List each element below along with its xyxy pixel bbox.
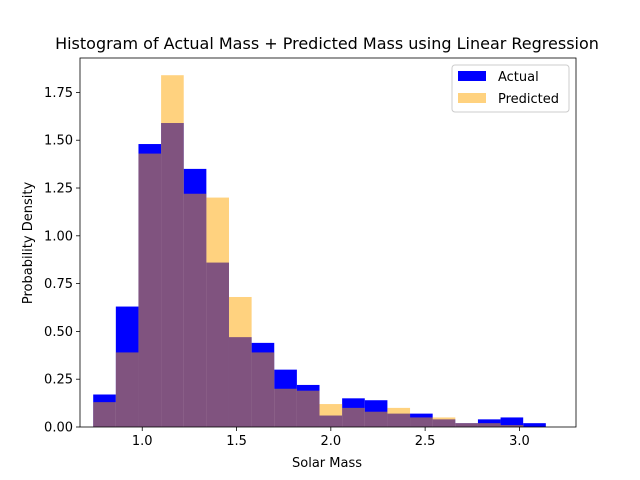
bar-predicted-16 [455,423,478,427]
bar-actual-17 [477,419,501,427]
bar-predicted-11 [342,407,365,427]
y-tick-label: 0.00 [44,421,73,436]
x-tick-label: 2.5 [415,434,436,449]
bar-predicted-1 [115,352,139,427]
axes-group: 1.0 1.5 2.0 2.5 3.0 0.00 0.25 0.50 0.75 1.00 1.25 1… [44,57,577,449]
y-tick-label: 0.50 [44,325,73,340]
y-tick-label: 1.75 [44,86,73,101]
bar-predicted-4 [183,193,207,427]
bar-predicted-8 [274,388,297,427]
legend-swatch-predicted [458,93,486,103]
x-tick-label: 3.0 [509,434,530,449]
bar-predicted-0 [93,402,116,427]
bars-group [93,75,546,428]
y-axis-label: Probability Density [21,182,36,305]
legend-label-predicted: Predicted [498,92,559,107]
legend: Actual Predicted [451,64,570,113]
bar-predicted-9 [296,390,320,427]
bar-predicted-12 [364,411,388,427]
legend-swatch-actual [458,71,486,81]
bar-predicted-13 [387,407,411,427]
x-tick-label: 2.0 [320,434,341,449]
x-axis-label: Solar Mass [292,456,362,471]
bar-predicted-5 [206,197,229,427]
y-tick-label: 0.75 [44,277,73,292]
bar-predicted-18 [500,425,524,427]
y-tick-label: 1.00 [44,229,73,244]
bar-predicted-14 [410,417,433,427]
bar-actual-18 [500,417,524,427]
x-tick-label: 1.5 [226,434,247,449]
chart-title: Histogram of Actual Mass + Predicted Mas… [55,34,599,53]
bar-predicted-3 [161,75,184,428]
y-tick-label: 0.25 [44,373,73,388]
legend-label-actual: Actual [498,70,539,85]
y-tick-label: 1.50 [44,134,73,149]
bar-predicted-2 [138,153,162,427]
bar-predicted-15 [432,417,456,427]
bar-predicted-10 [319,404,343,427]
bar-predicted-6 [228,296,252,427]
plot-frame [79,57,577,428]
x-tick-label: 1.0 [132,434,153,449]
bar-predicted-17 [477,423,501,427]
bar-predicted-7 [251,352,275,427]
y-tick-label: 1.25 [44,182,73,197]
bar-actual-19 [523,423,546,427]
